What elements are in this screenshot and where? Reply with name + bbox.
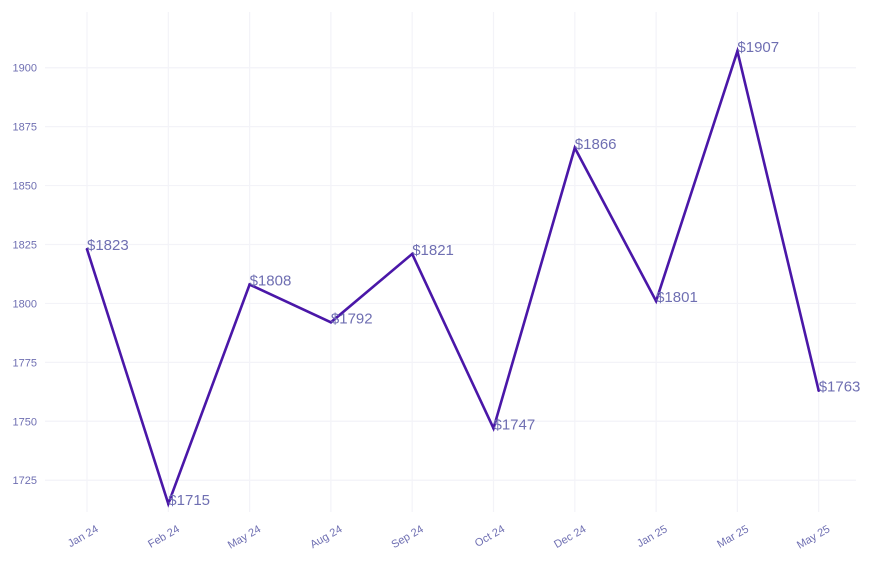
y-tick-label: 1800 [13,298,37,310]
data-point [410,252,414,256]
data-point [85,247,89,251]
y-tick-label: 1875 [13,122,37,134]
data-label: $1866 [575,136,617,153]
data-label: $1823 [87,237,129,254]
y-tick-label: 1775 [13,357,37,369]
x-tick-label: Sep 24 [389,523,425,551]
y-tick-label: 1825 [13,240,37,252]
data-label: $1747 [494,416,536,433]
y-tick-label: 1750 [13,416,37,428]
data-point [492,427,495,430]
data-label: $1907 [737,39,779,56]
y-axis-ticks: 1725 1750 1775 1800 1825 1850 1875 1900 [13,63,37,488]
y-tick-label: 1850 [13,181,37,193]
data-label: $1808 [250,273,292,290]
x-axis-ticks: Jan 24 Feb 24 May 24 Aug 24 Sep 24 Oct 24 Dec … [66,523,832,551]
data-point [573,146,577,150]
x-tick-label: May 24 [226,523,263,551]
data-label: $1715 [168,492,210,509]
x-tick-label: Jan 24 [66,523,101,550]
series-line [85,46,820,508]
y-tick-label: 1900 [13,63,37,75]
grid [45,12,856,512]
data-point [817,389,820,392]
data-label: $1792 [331,310,373,327]
x-tick-label: Feb 24 [146,523,182,551]
data-labels: $1823 $1715 $1808 $1792 $1821 $1747 $1866 $1801… [87,39,860,509]
data-label: $1821 [412,242,454,259]
data-point [654,299,658,303]
x-tick-label: Aug 24 [308,523,344,551]
data-point [248,283,251,286]
x-tick-label: Dec 24 [552,523,588,551]
x-tick-label: Oct 24 [473,523,507,550]
y-tick-label: 1725 [13,475,37,487]
x-tick-label: May 25 [795,523,832,551]
x-tick-label: Mar 25 [715,523,751,551]
data-point [736,49,739,53]
data-point [167,502,170,506]
x-tick-label: Jan 25 [635,523,670,550]
data-point [329,320,333,324]
data-label: $1763 [819,379,861,396]
data-label: $1801 [656,289,698,306]
series-layer [85,46,820,508]
